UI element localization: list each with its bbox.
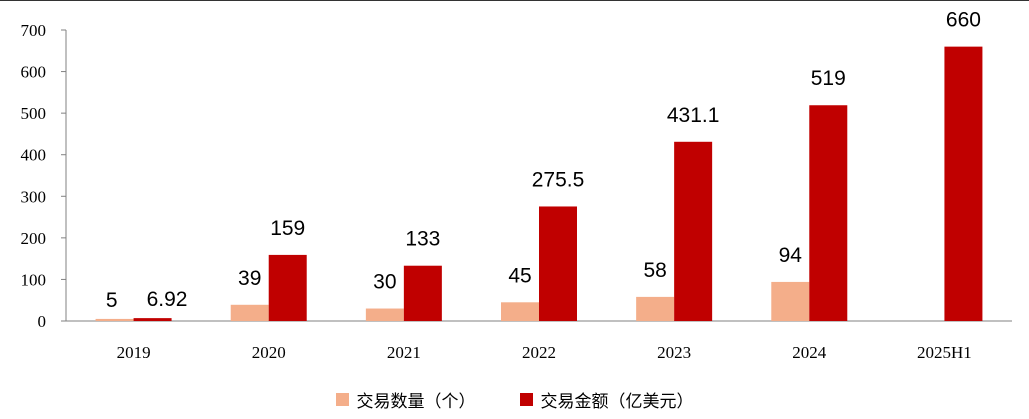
bar-amount [944,46,983,321]
legend-item-amount: 交易金额（亿美元） [519,387,694,412]
bar-amount [403,265,442,321]
x-tick-label: 2019 [117,343,151,362]
bars: 5 39 30 45 58 94 6.92 159 133 275.5 431.1 519 660 [95,9,983,321]
data-label-amount: 431.1 [667,104,720,127]
bar-count [95,318,134,321]
data-label-amount: 133 [405,228,440,251]
data-label-count: 58 [643,259,666,282]
x-tick-label: 2022 [522,343,556,362]
bar-count [365,308,404,321]
x-tick-label: 2024 [792,343,827,362]
data-label-count: 45 [508,264,531,287]
y-tick-label: 200 [21,229,47,248]
y-tick-label: 300 [21,187,47,206]
bar-amount [268,254,307,321]
x-tick-label: 2023 [657,343,691,362]
bar-chart: 0 100 200 300 400 500 600 700 5 39 30 45 58 94 6.92 15… [0,0,1029,362]
data-label-count: 30 [373,271,396,294]
bar-count [230,304,269,321]
bar-amount [809,105,848,321]
data-label-amount: 159 [270,217,305,240]
y-tick-label: 100 [21,270,47,289]
y-tick-label: 500 [21,104,47,123]
data-label-count: 94 [779,244,803,267]
data-label-count: 39 [238,267,261,290]
x-tick-label: 2025H1 [917,343,972,362]
data-label-amount: 275.5 [532,168,585,191]
legend-item-count: 交易数量（个） [335,387,476,412]
bar-count [771,281,810,321]
bar-count [636,296,675,321]
data-label-amount: 660 [946,9,981,32]
bar-amount [539,206,577,321]
x-tick-label: 2020 [252,343,286,362]
y-ticks: 0 100 200 300 400 500 600 700 [21,21,66,331]
legend-swatch-count [335,392,349,406]
y-tick-label: 400 [21,146,47,165]
legend-label-amount: 交易金额（亿美元） [540,391,694,412]
y-tick-label: 600 [21,63,47,82]
y-tick-label: 700 [21,21,47,40]
x-tick-label: 2021 [387,343,421,362]
bar-amount [133,318,172,321]
bar-amount [674,141,713,321]
legend-swatch-amount [519,392,533,406]
y-tick-label: 0 [38,312,47,331]
data-label-count: 5 [106,289,118,312]
data-label-amount: 519 [811,67,846,90]
legend: 交易数量（个） 交易金额（亿美元） [0,384,1029,414]
data-label-amount: 6.92 [147,288,188,311]
legend-label-count: 交易数量（个） [356,391,476,412]
x-ticks: 2019 2020 2021 2022 2023 2024 2025H1 [117,343,972,362]
bar-count [501,302,539,321]
